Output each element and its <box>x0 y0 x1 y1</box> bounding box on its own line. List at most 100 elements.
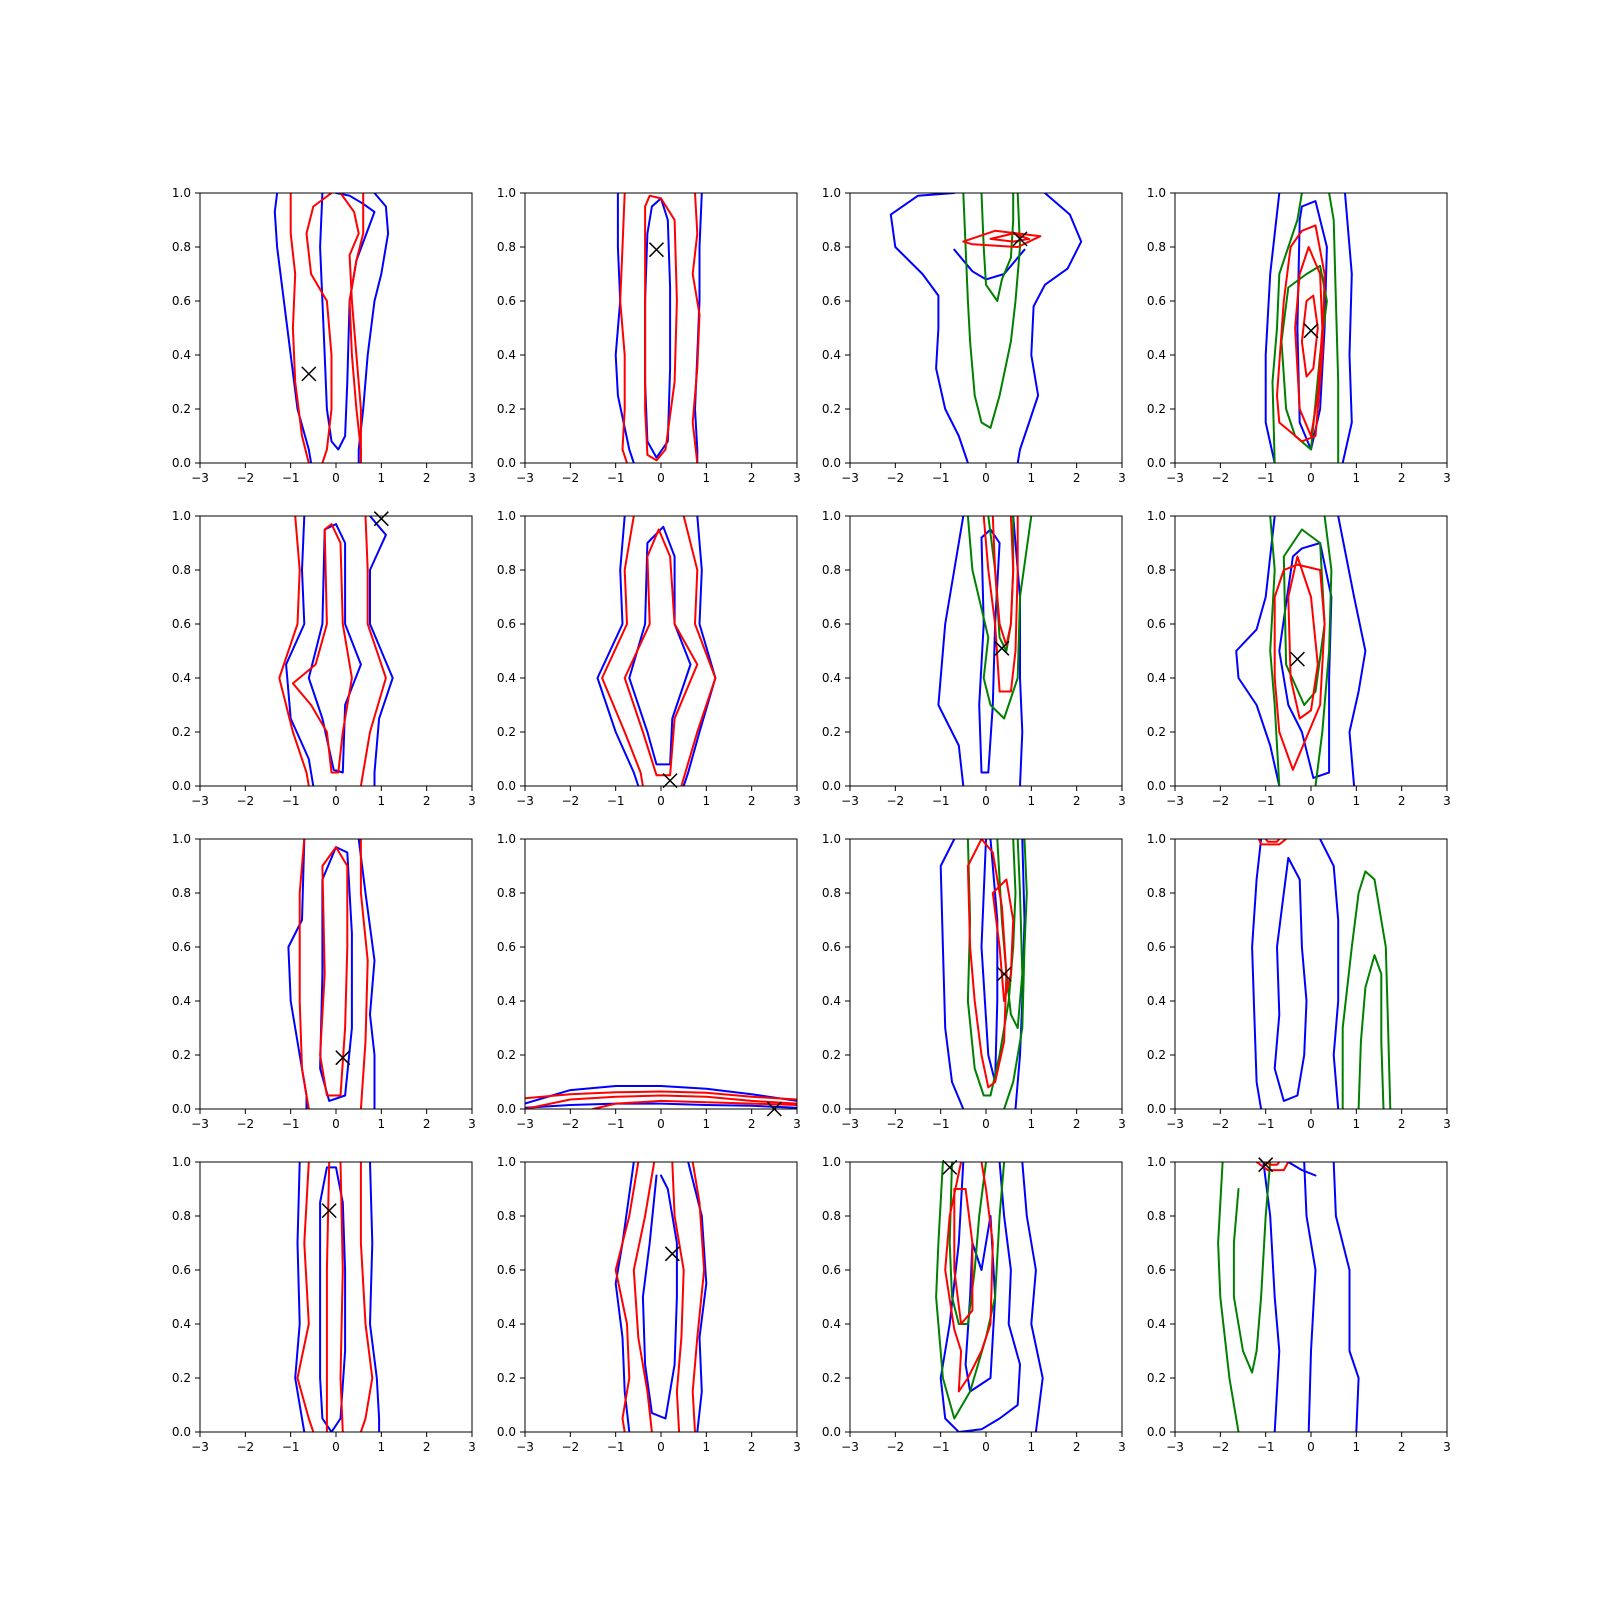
contour-group <box>614 193 703 463</box>
y-tick-label: 0.4 <box>822 994 841 1008</box>
x-tick-label: 2 <box>748 1440 756 1454</box>
contour-line-green <box>1269 516 1281 786</box>
subplot-10: −3 −2 −1 0 1 2 3 0.0 0.2 0.4 0.6 0.8 1.0 <box>497 832 801 1131</box>
x-tick-label: 1 <box>1028 471 1036 485</box>
contour-line-blue <box>1262 1162 1281 1432</box>
contour-group <box>1251 839 1392 1109</box>
contour-line-red <box>592 1099 797 1109</box>
x-marker <box>662 773 678 789</box>
x-tick-label: 3 <box>468 471 476 485</box>
contour-line-red <box>289 193 310 463</box>
x-tick-label: −1 <box>1257 1117 1275 1131</box>
contour-line-red <box>632 1162 656 1432</box>
y-tick-label: 0.8 <box>1147 563 1166 577</box>
x-tick-label: 3 <box>1443 1440 1451 1454</box>
x-tick-label: −2 <box>886 1117 904 1131</box>
contour-line-red <box>982 516 1019 693</box>
y-tick-label: 0.0 <box>822 456 841 470</box>
contour-line-red <box>298 839 310 1109</box>
contour-line-green <box>1282 528 1326 706</box>
contour-line-blue <box>889 193 969 463</box>
x-tick-label: −1 <box>932 1440 950 1454</box>
subplot-15: −3 −2 −1 0 1 2 3 0.0 0.2 0.4 0.6 0.8 1.0 <box>822 1155 1126 1454</box>
contour-line-blue <box>641 1174 678 1420</box>
x-tick-label: −1 <box>607 1117 625 1131</box>
contour-line-blue <box>939 839 965 1109</box>
x-tick-label: −1 <box>282 794 300 808</box>
x-tick-label: 1 <box>1028 1117 1036 1131</box>
x-tick-label: 0 <box>332 471 340 485</box>
y-tick-label: 0.0 <box>172 1425 191 1439</box>
y-tick-label: 0.2 <box>172 402 191 416</box>
x-tick-label: −3 <box>516 1440 534 1454</box>
y-tick-label: 0.6 <box>172 1263 191 1277</box>
y-tick-label: 0.8 <box>172 240 191 254</box>
contour-line-red <box>359 839 369 1109</box>
subplot-9: −3 −2 −1 0 1 2 3 0.0 0.2 0.4 0.6 0.8 1.0 <box>172 832 476 1131</box>
contour-line-red <box>953 1188 974 1325</box>
x-tick-label: 3 <box>1118 471 1126 485</box>
contour-line-red <box>525 1090 797 1101</box>
x-tick-label: −2 <box>886 471 904 485</box>
contour-line-blue <box>1273 856 1308 1102</box>
x-tick-label: 0 <box>982 794 990 808</box>
subplot-8: −3 −2 −1 0 1 2 3 0.0 0.2 0.4 0.6 0.8 1.0 <box>1147 509 1451 808</box>
x-tick-label: −2 <box>886 794 904 808</box>
y-tick-label: 0.8 <box>497 886 516 900</box>
x-tick-label: −2 <box>1211 1117 1229 1131</box>
x-tick-label: −2 <box>561 1440 579 1454</box>
contour-group <box>278 516 394 786</box>
y-tick-label: 0.2 <box>822 1371 841 1385</box>
contour-line-blue <box>687 1162 708 1432</box>
contour-line-blue <box>525 1102 797 1109</box>
y-tick-label: 0.4 <box>497 1317 516 1331</box>
y-tick-label: 0.2 <box>172 1048 191 1062</box>
y-tick-label: 0.4 <box>822 1317 841 1331</box>
axes-frame <box>524 515 798 787</box>
x-tick-label: −1 <box>1257 1440 1275 1454</box>
x-tick-label: 1 <box>378 471 386 485</box>
subplot-5: −3 −2 −1 0 1 2 3 0.0 0.2 0.4 0.6 0.8 1.0 <box>172 509 476 808</box>
x-tick-label: 1 <box>378 1440 386 1454</box>
x-tick-label: −1 <box>607 1440 625 1454</box>
contour-line-red <box>1273 563 1326 771</box>
contour-line-red <box>601 516 644 786</box>
x-tick-label: −3 <box>1166 471 1184 485</box>
y-tick-label: 0.6 <box>172 940 191 954</box>
contour-line-green <box>1217 1162 1240 1432</box>
y-tick-label: 0.6 <box>1147 294 1166 308</box>
x-tick-label: −2 <box>561 471 579 485</box>
x-tick-label: 0 <box>332 794 340 808</box>
contour-line-green <box>966 516 1033 720</box>
y-tick-label: 0.0 <box>822 1102 841 1116</box>
contour-line-green <box>948 1162 987 1325</box>
contour-group <box>1217 1162 1360 1432</box>
contour-line-red <box>691 1162 706 1432</box>
axes-frame <box>1174 1161 1448 1433</box>
x-tick-label: 3 <box>1443 794 1451 808</box>
x-tick-label: 1 <box>703 471 711 485</box>
x-marker <box>664 1246 680 1262</box>
y-tick-label: 0.6 <box>497 617 516 631</box>
x-tick-label: 3 <box>1118 794 1126 808</box>
contour-line-blue <box>1278 542 1333 779</box>
contour-line-green <box>980 193 1015 302</box>
x-tick-label: −3 <box>516 1117 534 1131</box>
x-tick-label: −1 <box>932 794 950 808</box>
x-tick-label: 0 <box>332 1440 340 1454</box>
y-tick-label: 1.0 <box>172 1155 191 1169</box>
x-tick-label: 2 <box>748 471 756 485</box>
y-tick-label: 0.8 <box>822 563 841 577</box>
contour-line-blue <box>1264 193 1281 463</box>
y-tick-label: 0.6 <box>822 1263 841 1277</box>
x-tick-label: 2 <box>748 794 756 808</box>
x-marker <box>301 366 317 382</box>
y-tick-label: 1.0 <box>497 509 516 523</box>
x-tick-label: −3 <box>841 794 859 808</box>
contour-line-blue <box>369 1162 381 1432</box>
axes-frame <box>524 838 798 1110</box>
x-tick-label: 0 <box>982 471 990 485</box>
contour-line-red <box>671 1162 685 1432</box>
contour-line-blue <box>978 528 1001 774</box>
x-tick-label: 0 <box>1307 1117 1315 1131</box>
